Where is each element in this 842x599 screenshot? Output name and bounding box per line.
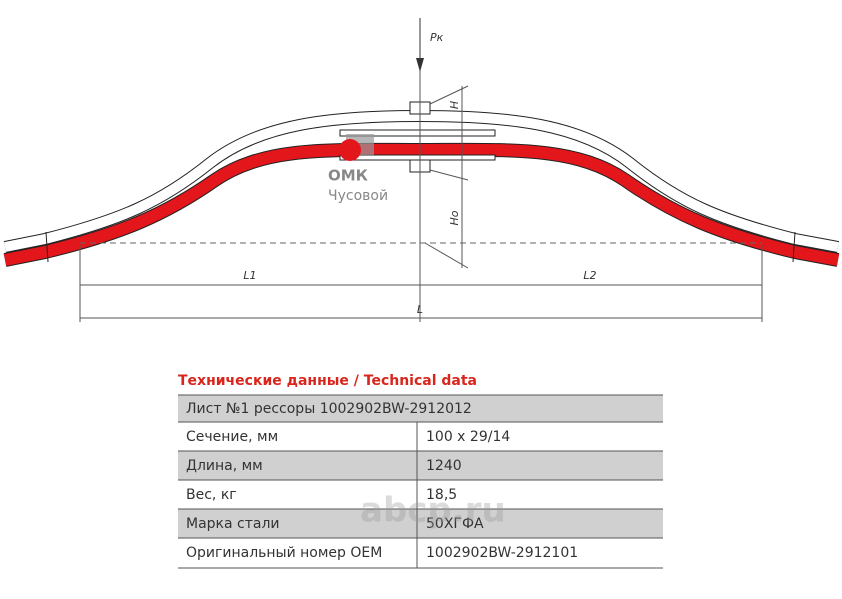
table — [178, 394, 663, 569]
cell: Оригинальный номер OEM — [186, 545, 382, 561]
clamp-plate — [339, 129, 496, 137]
label-l1: L1 — [243, 269, 256, 282]
logo-city: Чусовой — [328, 188, 388, 204]
arrow-head — [416, 58, 424, 72]
leaf-joint — [792, 231, 796, 263]
row-bg — [178, 395, 663, 422]
label-h: H — [448, 101, 461, 109]
label-l2: L2 — [583, 269, 596, 282]
ext-line — [424, 242, 469, 269]
row-bg — [178, 451, 663, 480]
logo: ОМК Чусовой — [328, 134, 388, 204]
ext-line — [429, 169, 469, 181]
table-title: Технические данные / Technical data — [178, 373, 477, 389]
leaf-joint — [45, 231, 49, 263]
cell: Вес, кг — [186, 487, 237, 503]
spring-drawing — [3, 18, 840, 322]
cell: 1240 — [426, 458, 462, 474]
cell: 1002902BW-2912101 — [426, 545, 578, 561]
logo-name: ОМК — [328, 167, 369, 185]
row-bg — [178, 509, 663, 538]
cell: Сечение, мм — [186, 429, 278, 445]
cell: Длина, мм — [186, 458, 263, 474]
ext-line — [429, 85, 469, 105]
label-pk: Pк — [430, 31, 444, 44]
label-l: L — [417, 303, 423, 316]
watermark: abcp.ru — [360, 491, 506, 531]
cell: 18,5 — [426, 487, 457, 503]
label-h0: Hо — [448, 210, 461, 225]
table-header: Лист №1 рессоры 1002902BW-2912012 — [186, 401, 472, 417]
cell: 100 x 29/14 — [426, 429, 510, 445]
cell: 50ХГФА — [426, 516, 484, 532]
logo-circle — [339, 139, 361, 161]
cell: Марка стали — [186, 516, 280, 532]
